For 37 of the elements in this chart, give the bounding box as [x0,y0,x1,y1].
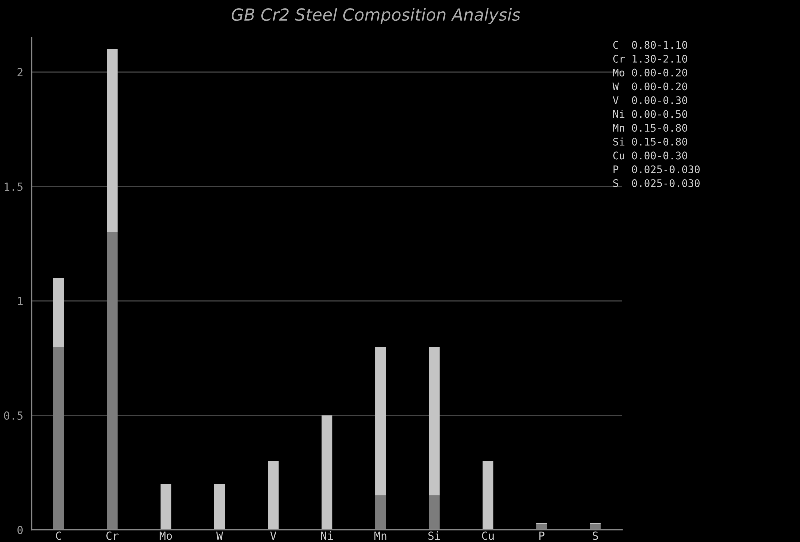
x-tick-label: Mn [374,532,387,540]
x-tick-label: P [540,532,545,540]
annotation: Cr 1.30-2.10 [614,55,688,63]
annotation: Mn 0.15-0.80 [613,124,688,132]
bar [268,461,279,530]
y-tick-label: 1.5 [4,182,23,192]
x-tick-label: Cu [482,532,494,540]
annotation: S 0.025-0.030 [614,179,700,188]
annotation: Ni 0.00-0.50 [614,110,688,118]
annotation: Mo 0.00-0.20 [613,68,688,77]
x-tick-label: W [216,532,224,540]
annotation: W 0.00-0.20 [612,82,688,91]
y-tick-label: 2 [18,68,23,77]
x-tick-label: C [56,532,62,540]
chart-title: GB Cr2 Steel Composition Analysis [232,8,520,24]
bar [107,49,118,233]
y-tick-label: 1 [18,297,23,306]
bar [482,461,494,530]
bar [376,346,386,496]
bar [322,416,333,530]
y-tick-label: 0.5 [4,412,23,420]
y-tick-label: 0 [18,526,23,534]
annotation: Si 0.15-0.80 [614,138,688,146]
bar [429,346,440,496]
annotation: C 0.80-1.10 [614,41,688,50]
x-tick-label: Ni [321,532,334,540]
bar [160,484,172,530]
annotation: P 0.025-0.030 [614,166,700,174]
annotation: V 0.00-0.30 [613,96,688,104]
x-tick-label: Cr [106,532,119,540]
x-tick-label: S [592,532,598,540]
x-tick-label: Si [428,532,440,540]
bar [53,278,64,347]
x-tick-label: V [270,532,277,540]
annotation: Cu 0.00-0.30 [614,152,688,160]
x-tick-label: Mo [160,532,172,540]
bar [214,484,226,530]
